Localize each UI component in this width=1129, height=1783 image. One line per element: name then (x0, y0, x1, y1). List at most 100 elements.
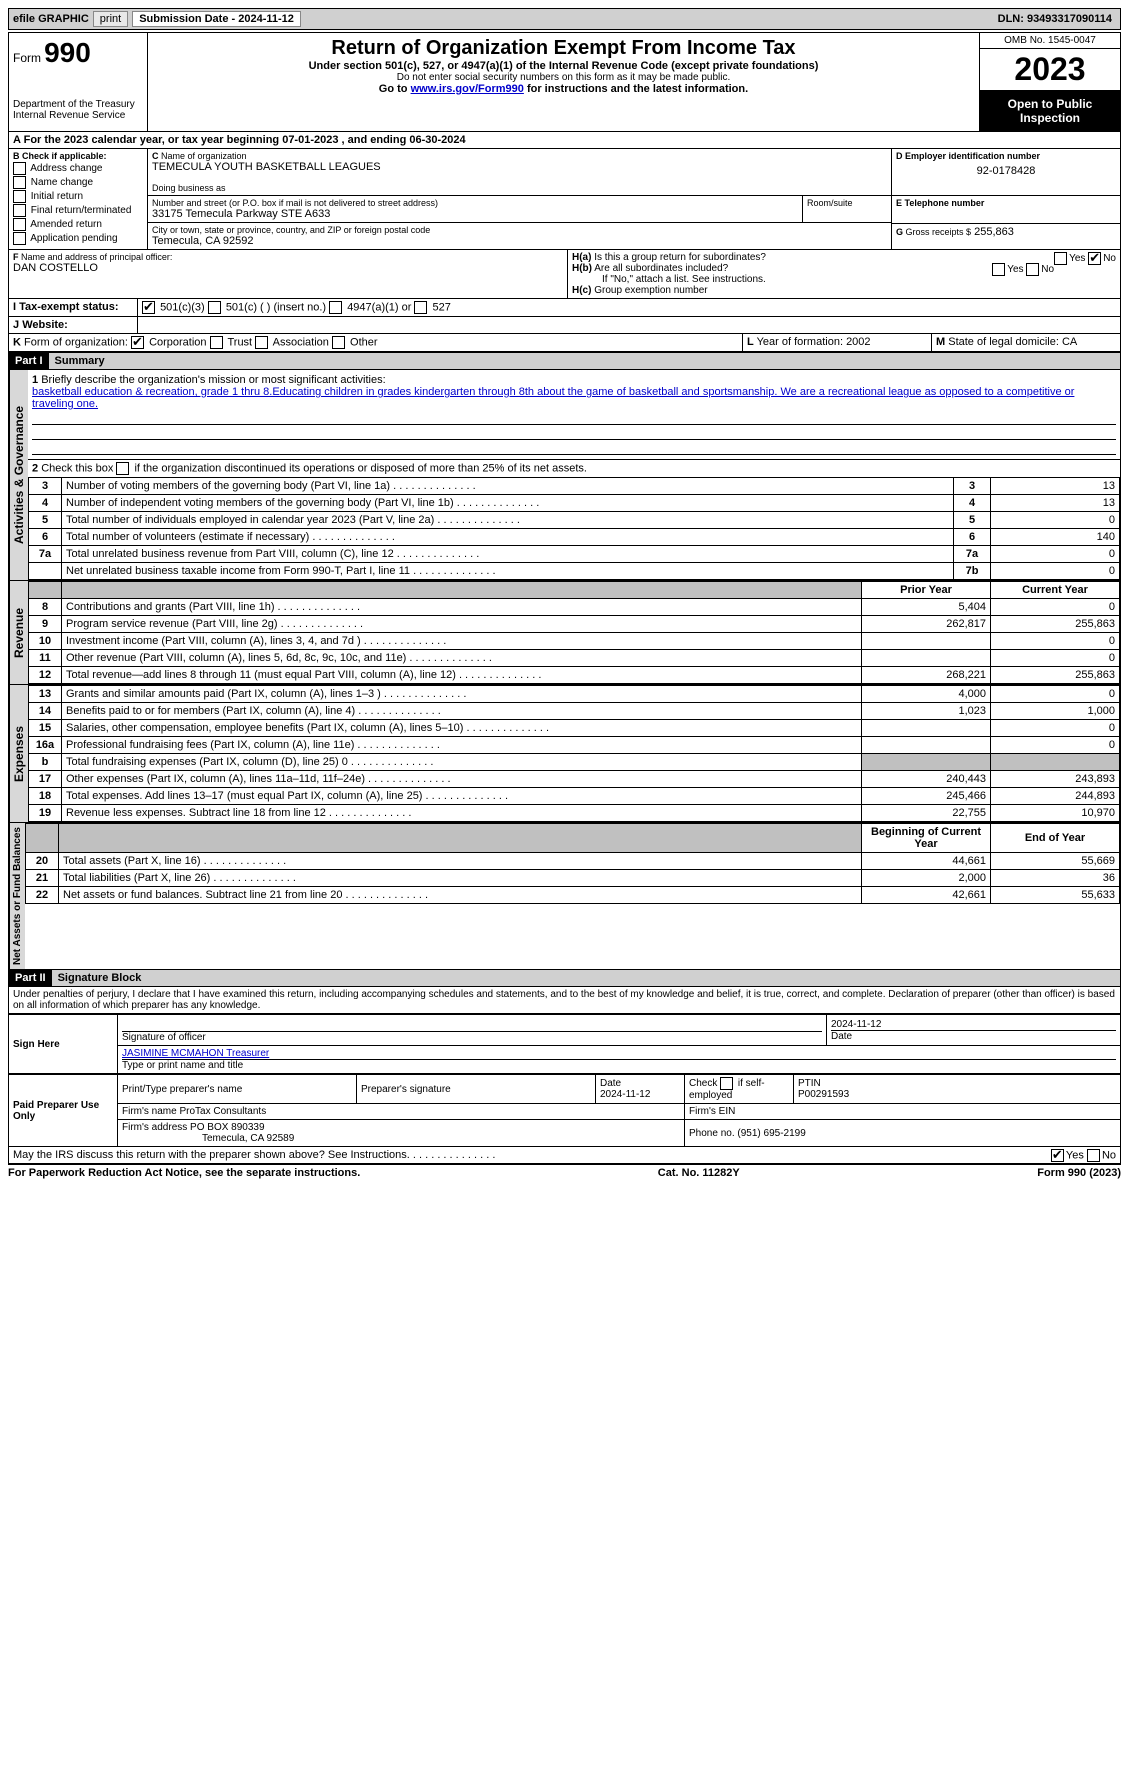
501c-checkbox[interactable] (208, 301, 221, 314)
box-g: G Gross receipts $ 255,863 (892, 223, 1120, 249)
box-b-option[interactable]: Amended return (13, 218, 143, 231)
box-b-option[interactable]: Final return/terminated (13, 204, 143, 217)
netassets-label: Net Assets or Fund Balances (9, 823, 25, 969)
527-checkbox[interactable] (414, 301, 427, 314)
officer-name: DAN COSTELLO (13, 262, 563, 274)
print-button[interactable]: print (93, 11, 128, 27)
form-header: Form 990 Department of the Treasury Inte… (8, 32, 1121, 132)
table-row: 11Other revenue (Part VIII, column (A), … (29, 650, 1120, 667)
ha-no-checkbox[interactable] (1088, 252, 1101, 265)
ssn-note: Do not enter social security numbers on … (152, 72, 975, 83)
table-row: 13Grants and similar amounts paid (Part … (29, 686, 1120, 703)
revenue-section: Revenue Prior YearCurrent Year 8Contribu… (8, 581, 1121, 685)
line1-label: Briefly describe the organization's miss… (41, 374, 385, 386)
discuss-no-checkbox[interactable] (1087, 1149, 1100, 1162)
ha-yes-checkbox[interactable] (1054, 252, 1067, 265)
activities-label: Activities & Governance (9, 370, 28, 580)
dba-label: Doing business as (152, 183, 887, 193)
box-b-option[interactable]: Address change (13, 162, 143, 175)
print-name-label: Print/Type preparer's name (118, 1075, 357, 1104)
expenses-section: Expenses 13Grants and similar amounts pa… (8, 685, 1121, 823)
dept-treasury: Department of the Treasury (13, 99, 143, 110)
date-label: Date (831, 1031, 1116, 1042)
form-subtitle: Under section 501(c), 527, or 4947(a)(1)… (152, 60, 975, 72)
expenses-label: Expenses (9, 685, 28, 822)
omb-number: OMB No. 1545-0047 (980, 33, 1120, 49)
line2-checkbox[interactable] (116, 462, 129, 475)
box-f: F Name and address of principal officer:… (9, 250, 568, 298)
hb-no-checkbox[interactable] (1026, 263, 1039, 276)
hb-yes-checkbox[interactable] (992, 263, 1005, 276)
assoc-checkbox[interactable] (255, 336, 268, 349)
top-toolbar: efile GRAPHIC print Submission Date - 20… (8, 8, 1121, 30)
self-employed-checkbox[interactable] (720, 1077, 733, 1090)
prep-date: 2024-11-12 (600, 1089, 650, 1100)
part1-num: Part I (9, 353, 49, 369)
footer-right: Form 990 (2023) (1037, 1167, 1121, 1179)
i-row: I Tax-exempt status: 501(c)(3) 501(c) ( … (8, 299, 1121, 317)
tax-exempt-options: 501(c)(3) 501(c) ( ) (insert no.) 4947(a… (138, 299, 1120, 316)
netassets-section: Net Assets or Fund Balances Beginning of… (8, 823, 1121, 970)
box-b-option[interactable]: Name change (13, 176, 143, 189)
efile-label: efile GRAPHIC (13, 13, 89, 25)
corp-checkbox[interactable] (131, 336, 144, 349)
table-row: 12Total revenue—add lines 8 through 11 (… (29, 667, 1120, 684)
form-title: Return of Organization Exempt From Incom… (152, 37, 975, 60)
goto-suffix: for instructions and the latest informat… (527, 83, 748, 95)
part2-num: Part II (9, 970, 52, 986)
4947-checkbox[interactable] (329, 301, 342, 314)
paid-preparer-label: Paid Preparer Use Only (9, 1075, 118, 1147)
box-b-option[interactable]: Application pending (13, 232, 143, 245)
table-row: 19Revenue less expenses. Subtract line 1… (29, 805, 1120, 822)
form-number: 990 (44, 37, 91, 68)
trust-checkbox[interactable] (210, 336, 223, 349)
sign-date: 2024-11-12 (831, 1019, 1116, 1031)
firm-phone: (951) 695-2199 (737, 1128, 805, 1139)
box-b: B Check if applicable: Address change Na… (9, 149, 148, 249)
table-row: 20Total assets (Part X, line 16)44,66155… (26, 853, 1120, 870)
table-row: 4Number of independent voting members of… (29, 495, 1120, 512)
table-row: 21Total liabilities (Part X, line 26)2,0… (26, 870, 1120, 887)
paid-preparer-block: Paid Preparer Use Only Print/Type prepar… (8, 1074, 1121, 1147)
tax-year: 2023 (980, 49, 1120, 91)
part1-title: Summary (49, 353, 1120, 369)
entity-block: B Check if applicable: Address change Na… (8, 149, 1121, 250)
discuss-row: May the IRS discuss this return with the… (8, 1147, 1121, 1164)
city-value: Temecula, CA 92592 (152, 235, 887, 247)
street-value: 33175 Temecula Parkway STE A633 (152, 208, 798, 220)
box-b-option[interactable]: Initial return (13, 190, 143, 203)
submission-date: Submission Date - 2024-11-12 (132, 11, 301, 27)
sig-officer-label: Signature of officer (122, 1032, 822, 1043)
box-h: H(a) Is this a group return for subordin… (568, 250, 1120, 298)
line-a: A For the 2023 calendar year, or tax yea… (8, 132, 1121, 149)
activities-section: Activities & Governance 1 Briefly descri… (8, 370, 1121, 581)
other-checkbox[interactable] (332, 336, 345, 349)
irs-link[interactable]: www.irs.gov/Form990 (411, 83, 524, 95)
part2-title: Signature Block (52, 970, 1120, 986)
perjury-statement: Under penalties of perjury, I declare th… (8, 987, 1121, 1014)
netassets-table: Beginning of Current YearEnd of Year 20T… (25, 823, 1120, 904)
revenue-table: Prior YearCurrent Year 8Contributions an… (28, 581, 1120, 684)
revenue-label: Revenue (9, 581, 28, 684)
expenses-table: 13Grants and similar amounts paid (Part … (28, 685, 1120, 822)
state-domicile: CA (1062, 336, 1077, 348)
table-row: 6Total number of volunteers (estimate if… (29, 529, 1120, 546)
table-row: Net unrelated business taxable income fr… (29, 563, 1120, 580)
table-row: 10Investment income (Part VIII, column (… (29, 633, 1120, 650)
officer-name-title: JASIMINE MCMAHON Treasurer (122, 1048, 1116, 1060)
part2-header: Part II Signature Block (8, 970, 1121, 987)
governance-table: 3Number of voting members of the governi… (28, 477, 1120, 580)
501c3-checkbox[interactable] (142, 301, 155, 314)
table-row: 14Benefits paid to or for members (Part … (29, 703, 1120, 720)
table-row: 22Net assets or fund balances. Subtract … (26, 887, 1120, 904)
line-a-text: A For the 2023 calendar year, or tax yea… (9, 132, 1120, 148)
table-row: 7aTotal unrelated business revenue from … (29, 546, 1120, 563)
discuss-yes-checkbox[interactable] (1051, 1149, 1064, 1162)
dln-label: DLN: 93493317090114 (998, 13, 1112, 25)
gross-receipts: 255,863 (974, 226, 1014, 238)
table-row: 17Other expenses (Part IX, column (A), l… (29, 771, 1120, 788)
room-label: Room/suite (807, 198, 887, 208)
table-row: 15Salaries, other compensation, employee… (29, 720, 1120, 737)
table-row: 8Contributions and grants (Part VIII, li… (29, 599, 1120, 616)
firm-ein-label: Firm's EIN (685, 1104, 1121, 1120)
